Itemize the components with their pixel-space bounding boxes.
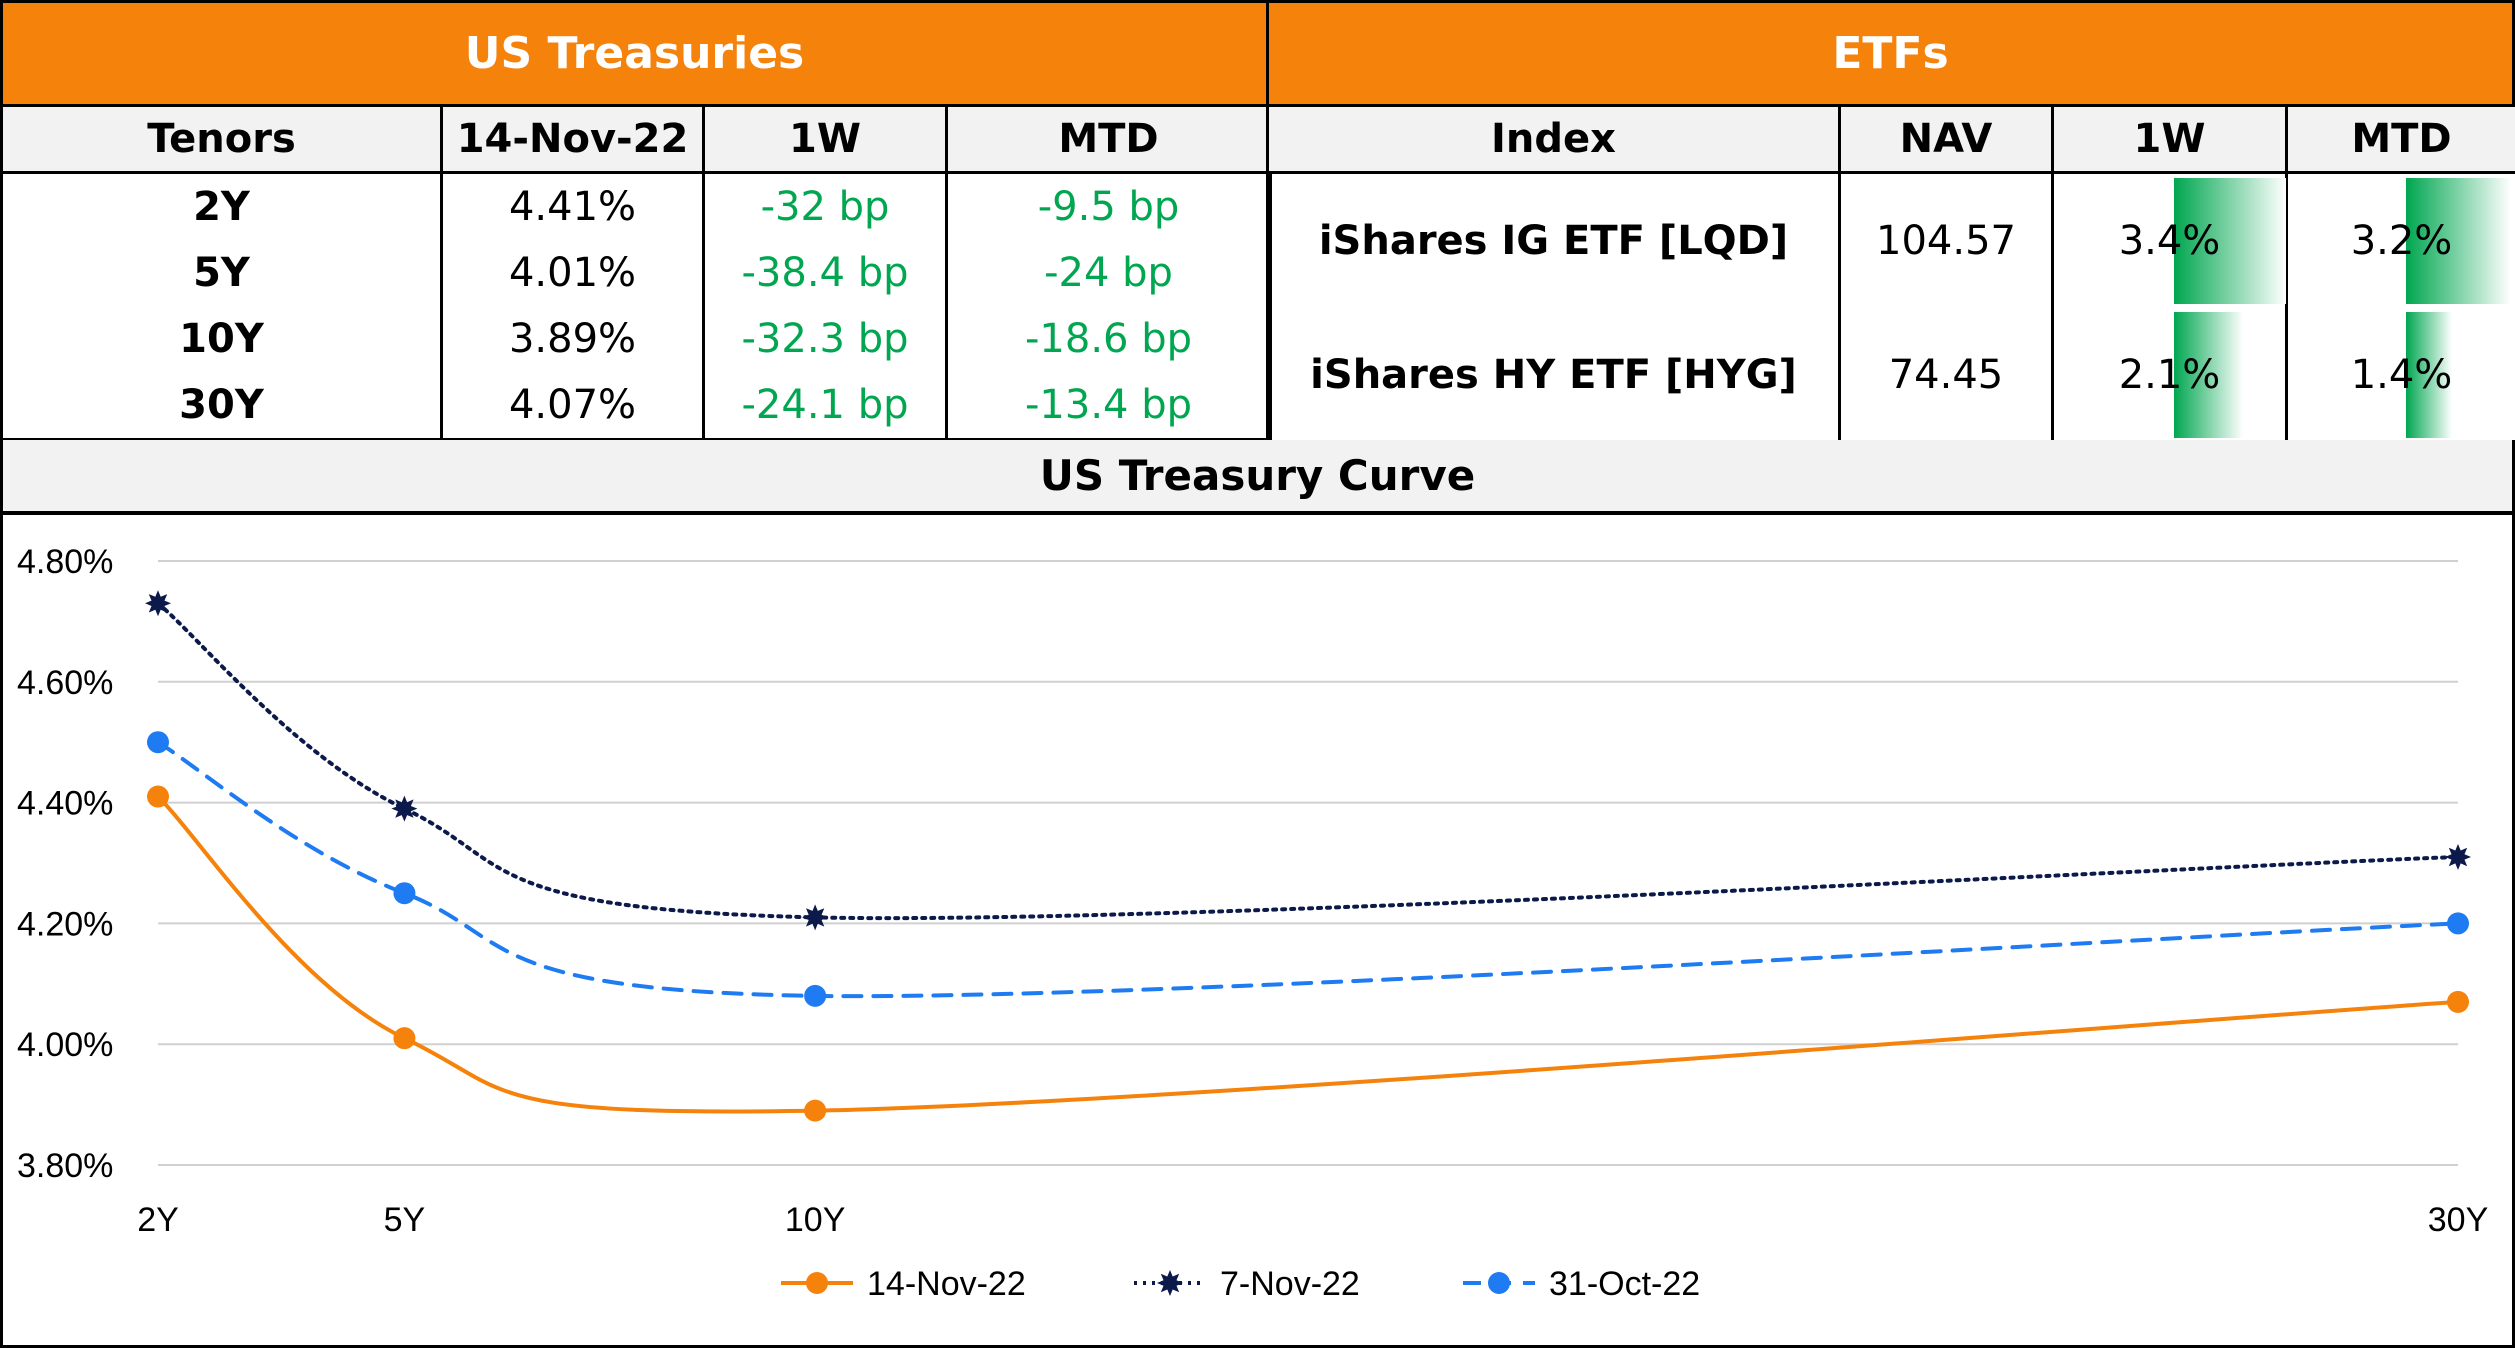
y-tick-label: 3.80% <box>17 1147 113 1185</box>
tenor-cell: 5Y <box>0 240 443 306</box>
change-1w-cell: -38.4 bp <box>702 240 948 306</box>
header-tenors: Tenors <box>0 104 443 174</box>
data-bar <box>2406 312 2452 438</box>
legend-swatch-marker <box>1157 1270 1183 1296</box>
return-1w-value: 2.1% <box>2118 352 2221 398</box>
data-point <box>804 1099 827 1122</box>
chart-title: US Treasury Curve <box>0 440 2515 514</box>
data-point <box>147 785 169 808</box>
header-index: Index <box>1266 104 1841 174</box>
index-name-cell: iShares IG ETF [LQD] <box>1266 172 1841 308</box>
change-1w-cell: -24.1 bp <box>702 372 948 441</box>
data-point <box>2447 990 2469 1013</box>
tenor-cell: 30Y <box>0 372 443 441</box>
legend-label: 31-Oct-22 <box>1549 1265 1700 1303</box>
table-row: 10Y 3.89% -32.3 bp -18.6 bp <box>0 306 1272 372</box>
chart-plot: 4.80% 4.60% 4.40% 4.20% 4.00% 3.80% 2Y 5Y 10Y 30Y… <box>17 543 2489 1303</box>
data-point <box>393 882 416 905</box>
series-line <box>156 601 2460 921</box>
table-row: 5Y 4.01% -38.4 bp -24 bp <box>0 240 1272 306</box>
data-point <box>393 1027 416 1050</box>
return-1w-cell: 3.4% <box>2051 172 2288 308</box>
table-row: iShares IG ETF [LQD] 104.57 3.4% 3.2% <box>1266 172 2515 308</box>
etfs-table: Index NAV 1W MTD iShares IG ETF [LQD] 10… <box>1266 104 2515 445</box>
etfs-header: ETFs <box>1266 0 2515 107</box>
data-bar <box>2174 178 2286 304</box>
table-row: iShares HY ETF [HYG] 74.45 2.1% 1.4% <box>1266 308 2515 445</box>
treasury-curve-chart: 4.80% 4.60% 4.40% 4.20% 4.00% 3.80% 2Y 5Y 10Y 30Y… <box>0 512 2515 1348</box>
header-nav: NAV <box>1838 104 2054 174</box>
yield-cell: 3.89% <box>440 306 705 372</box>
change-1w-cell: -32.3 bp <box>702 306 948 372</box>
tenor-cell: 10Y <box>0 306 443 372</box>
header-mtd: MTD <box>2285 104 2515 174</box>
yield-cell: 4.01% <box>440 240 705 306</box>
return-1w-cell: 2.1% <box>2051 308 2288 445</box>
index-name-cell: iShares HY ETF [HYG] <box>1266 308 1841 445</box>
etfs-title: ETFs <box>1832 28 1949 79</box>
return-1w-value: 3.4% <box>2118 218 2221 264</box>
return-mtd-value: 1.4% <box>2350 352 2453 398</box>
data-bar <box>2406 178 2511 304</box>
us-treasuries-title: US Treasuries <box>464 28 805 79</box>
header-1w: 1W <box>702 104 948 174</box>
y-tick-label: 4.80% <box>17 543 113 581</box>
header-mtd: MTD <box>945 104 1272 174</box>
y-tick-label: 4.00% <box>17 1026 113 1064</box>
y-tick-label: 4.60% <box>17 664 113 702</box>
change-mtd-cell: -13.4 bp <box>945 372 1272 441</box>
data-point <box>147 731 169 754</box>
x-tick-label: 2Y <box>137 1201 179 1239</box>
legend-label: 7-Nov-22 <box>1220 1265 1360 1303</box>
data-point <box>145 590 171 617</box>
change-mtd-cell: -9.5 bp <box>945 172 1272 240</box>
return-mtd-cell: 3.2% <box>2285 172 2515 308</box>
x-tick-label: 10Y <box>785 1201 846 1239</box>
y-tick-label: 4.40% <box>17 785 113 823</box>
us-treasuries-table: Tenors 14-Nov-22 1W MTD 2Y 4.41% -32 bp … <box>0 104 1272 441</box>
nav-cell: 74.45 <box>1838 308 2054 445</box>
y-tick-label: 4.20% <box>17 905 113 943</box>
table-row: 30Y 4.07% -24.1 bp -13.4 bp <box>0 372 1272 441</box>
data-point <box>804 984 827 1007</box>
series-line <box>156 794 2460 1114</box>
legend-label: 14-Nov-22 <box>867 1265 1026 1303</box>
nav-cell: 104.57 <box>1838 172 2054 308</box>
header-1w: 1W <box>2051 104 2288 174</box>
tenor-cell: 2Y <box>0 172 443 240</box>
data-point <box>391 795 418 822</box>
data-point <box>2445 844 2471 870</box>
data-point <box>2447 912 2469 935</box>
legend-swatch-marker <box>1488 1272 1510 1294</box>
yield-cell: 4.41% <box>440 172 705 240</box>
change-mtd-cell: -24 bp <box>945 240 1272 306</box>
change-1w-cell: -32 bp <box>702 172 948 240</box>
return-mtd-value: 3.2% <box>2350 218 2453 264</box>
legend-swatch-marker <box>806 1272 828 1294</box>
yield-cell: 4.07% <box>440 372 705 441</box>
table-row: 2Y 4.41% -32 bp -9.5 bp <box>0 172 1272 240</box>
data-bar <box>2174 312 2243 438</box>
x-tick-label: 5Y <box>384 1201 426 1239</box>
data-point <box>802 904 829 931</box>
us-treasuries-header: US Treasuries <box>0 0 1266 107</box>
change-mtd-cell: -18.6 bp <box>945 306 1272 372</box>
x-tick-label: 30Y <box>2428 1201 2489 1239</box>
return-mtd-cell: 1.4% <box>2285 308 2515 445</box>
header-date: 14-Nov-22 <box>440 104 705 174</box>
series-line <box>156 740 2460 999</box>
